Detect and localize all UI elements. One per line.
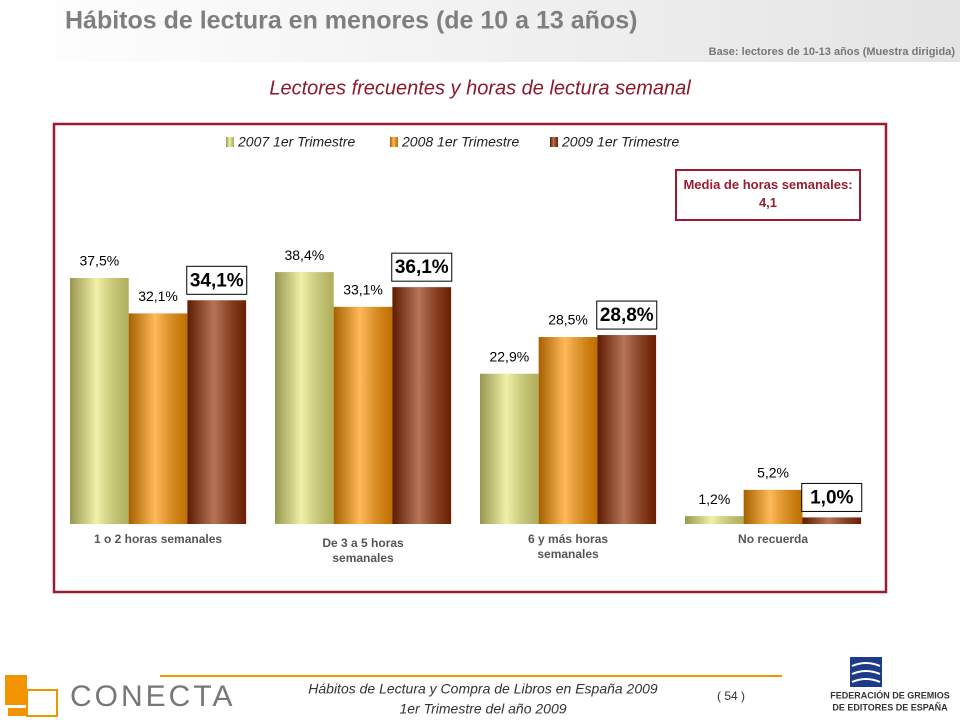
- value-label: 28,5%: [548, 312, 588, 328]
- value-label-box: [391, 252, 453, 282]
- bar-shade: [802, 517, 862, 524]
- logo-text: DE EDITORES DE ESPAÑA: [832, 702, 948, 712]
- bar-shade: [538, 337, 598, 524]
- bar-shade: [743, 489, 803, 524]
- legend-swatch-shade: [550, 137, 558, 147]
- base-note: Base: lectores de 10-13 años (Muestra di…: [709, 46, 956, 58]
- chart-frame: [52, 122, 888, 594]
- value-label: 38,4%: [284, 247, 324, 263]
- footer-text: Hábitos de Lectura y Compra de Libros en…: [308, 681, 658, 697]
- logo-shape: [5, 675, 27, 705]
- legend-label: 2008 1er Trimestre: [401, 134, 519, 150]
- legend-label: 2009 1er Trimestre: [561, 134, 679, 150]
- value-label: 33,1%: [343, 282, 383, 298]
- bar-shade: [128, 313, 188, 524]
- page-title: Hábitos de lectura en menores (de 10 a 1…: [65, 7, 637, 35]
- x-tick-label: De 3 a 5 horas semanales: [322, 536, 404, 565]
- logo-text: FEDERACIÓN DE GREMIOS: [830, 689, 950, 700]
- logo-icon: [851, 662, 881, 683]
- header-band: [0, 0, 960, 62]
- x-tick-label: No recuerda: [738, 532, 809, 546]
- page-number: ( 54 ): [717, 689, 745, 703]
- legend-swatch-shade: [390, 137, 398, 147]
- logo-shape: [26, 689, 58, 717]
- footer-text: 1er Trimestre del año 2009: [399, 701, 566, 717]
- x-tick-label: 1 o 2 horas semanales: [94, 532, 223, 546]
- bar-shade: [685, 516, 744, 524]
- bar-shade: [597, 335, 657, 524]
- bar-shade: [480, 373, 539, 524]
- legend-swatch-shade: [226, 137, 234, 147]
- annotation-box: [675, 169, 861, 221]
- value-label: 34,1%: [190, 270, 244, 291]
- legend-label: 2007 1er Trimestre: [237, 134, 355, 150]
- bar-shade: [70, 278, 129, 524]
- value-label: 1,0%: [810, 487, 853, 508]
- bar-shade: [392, 287, 452, 524]
- value-label-box: [596, 300, 658, 330]
- value-label: 37,5%: [79, 253, 119, 269]
- value-label: 22,9%: [489, 348, 529, 364]
- value-label: 36,1%: [395, 257, 449, 278]
- bar-shade: [187, 300, 247, 524]
- chart-title: Lectores frecuentes y horas de lectura s…: [269, 77, 691, 99]
- value-label: 5,2%: [757, 465, 789, 481]
- value-label: 1,2%: [698, 491, 730, 507]
- annotation: Media de horas semanales: 4,1: [683, 177, 853, 210]
- value-label-box: [801, 482, 863, 512]
- bar-shade: [275, 272, 334, 524]
- value-label: 32,1%: [138, 288, 178, 304]
- value-label: 28,8%: [600, 305, 654, 326]
- x-tick-label: 6 y más horas semanales: [528, 532, 609, 561]
- logo-shape: [8, 708, 26, 716]
- bar-shade: [333, 306, 393, 524]
- logo-text: CONECTA: [70, 680, 235, 713]
- value-label-box: [186, 265, 248, 295]
